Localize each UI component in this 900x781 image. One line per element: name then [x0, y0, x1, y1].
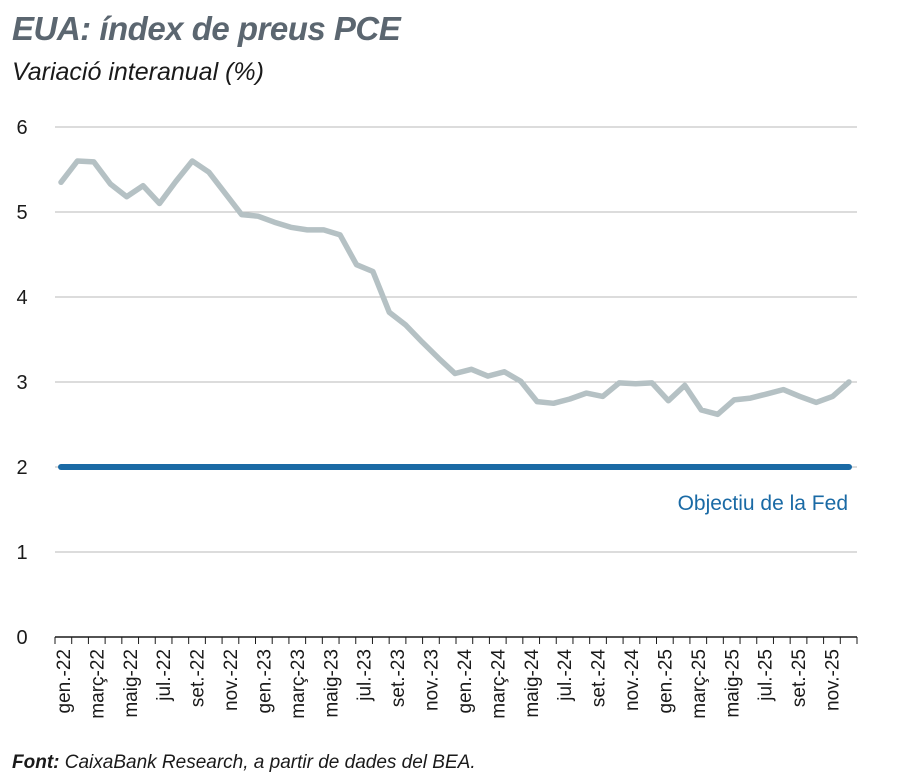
x-tick-label: maig-23 [321, 649, 342, 718]
x-tick-label: jul.-22 [154, 649, 175, 702]
x-tick-label: maig-22 [121, 649, 142, 718]
x-tick-label: nov.-25 [823, 649, 844, 711]
y-tick-label: 4 [16, 287, 27, 309]
x-tick-label: març-22 [87, 649, 108, 719]
source-text: CaixaBank Research, a partir de dades de… [64, 752, 476, 773]
fed-target-annotation: Objectiu de la Fed [678, 492, 848, 515]
pce-series-line [58, 158, 852, 418]
x-tick-label: nov.-22 [221, 649, 242, 711]
chart-title: EUA: índex de preus PCE [12, 10, 401, 47]
x-tick-label: gen.-25 [656, 649, 677, 713]
y-tick-label: 1 [16, 542, 27, 564]
y-tick-label: 0 [16, 627, 27, 649]
x-tick-label: nov.-24 [622, 649, 643, 711]
x-tick-label: set.-23 [388, 649, 409, 707]
x-tick-label: gen.-24 [455, 649, 476, 714]
chart-subtitle: Variació interanual (%) [12, 58, 264, 86]
x-tick-label: març-23 [288, 649, 309, 719]
x-tick-label: nov.-23 [422, 649, 443, 711]
y-tick-label: 2 [16, 457, 27, 479]
x-tick-label: març-25 [689, 649, 710, 719]
line-chart: 0 1 2 3 4 5 6 gen.-22 març-22 maig-22 jul.-22 set.-… [16, 117, 858, 719]
x-tick-label: maig-24 [522, 649, 543, 718]
x-tick-label: gen.-23 [255, 649, 276, 713]
x-tick-label: jul.-25 [756, 649, 777, 702]
x-tick-label: març-24 [488, 649, 509, 719]
source-label: Font: [12, 752, 60, 773]
x-tick-label: gen.-22 [54, 649, 75, 713]
y-tick-label: 3 [16, 372, 27, 394]
y-tick-label: 6 [16, 117, 27, 139]
x-tick-label: maig-25 [722, 649, 743, 718]
source-note: Font: CaixaBank Research, a partir de da… [12, 752, 476, 774]
x-tick-label: set.-24 [589, 649, 610, 708]
x-tick-label: jul.-24 [555, 649, 576, 702]
y-tick-label: 5 [16, 202, 27, 224]
x-tick-label: set.-22 [188, 649, 209, 707]
x-tick-label: jul.-23 [355, 649, 376, 702]
x-tick-label: set.-25 [789, 649, 810, 707]
